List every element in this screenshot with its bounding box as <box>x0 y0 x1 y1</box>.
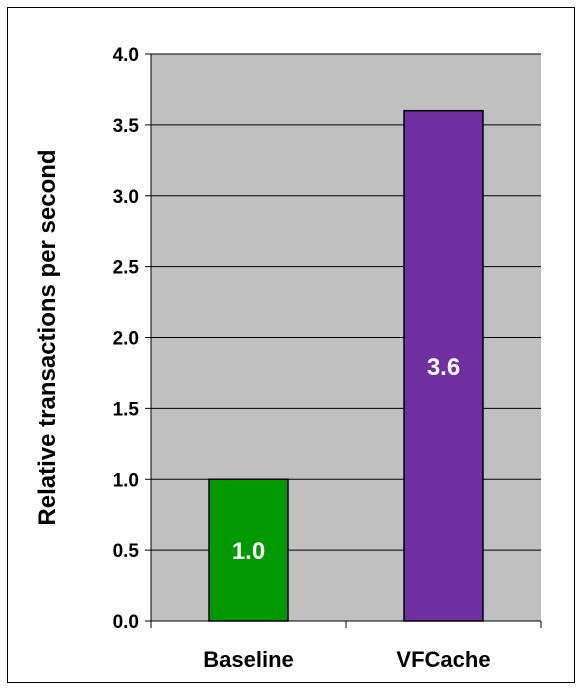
x-category-label: Baseline <box>203 647 294 672</box>
y-tick-labels: 0.0 0.5 1.0 1.5 2.0 2.5 3.0 3.5 4.0 <box>113 45 140 633</box>
data-label-vfcache: 3.6 <box>427 354 460 381</box>
y-tick-label: 0.0 <box>113 612 139 633</box>
bar-vfcache <box>403 109 484 622</box>
y-tick-label: 3.0 <box>113 187 139 208</box>
y-tick-label: 2.0 <box>113 329 139 350</box>
bar-baseline <box>208 478 289 622</box>
bars <box>208 109 484 622</box>
y-tick-label: 4.0 <box>113 45 139 66</box>
y-axis-title: Relative transactions per second <box>34 149 61 525</box>
y-tick-label: 1.5 <box>113 399 140 420</box>
y-tick-label: 1.0 <box>113 470 139 491</box>
x-category-labels: Baseline VFCache <box>203 647 490 672</box>
data-labels: 1.0 3.6 <box>232 354 460 565</box>
axes <box>145 53 542 628</box>
y-tick-label: 0.5 <box>113 541 140 562</box>
x-category-label: VFCache <box>396 647 490 672</box>
data-label-baseline: 1.0 <box>232 538 265 565</box>
y-tick-label: 2.5 <box>113 258 140 279</box>
y-tick-label: 3.5 <box>113 116 140 137</box>
